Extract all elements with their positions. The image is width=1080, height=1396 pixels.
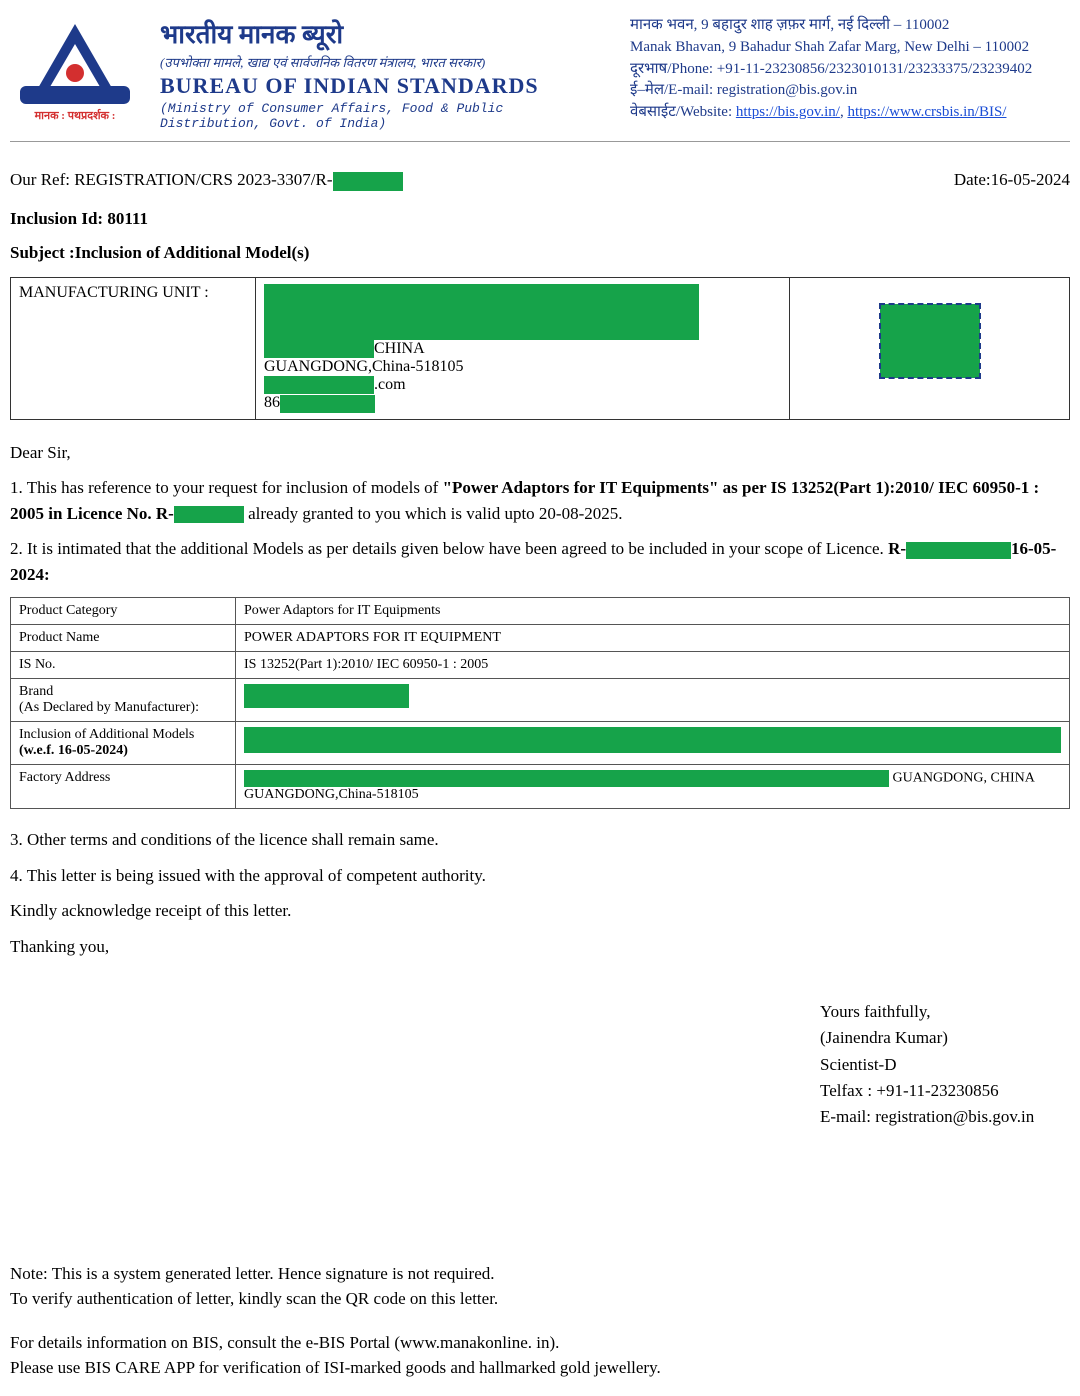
phone-label: दूरभाष/Phone: xyxy=(630,61,713,77)
redacted-mfg-phone xyxy=(280,395,375,413)
redacted-models xyxy=(244,727,1061,753)
note-4: Please use BIS CARE APP for verification… xyxy=(10,1355,1070,1381)
models-label-b: (w.e.f. 16-05-2024) xyxy=(19,743,128,758)
title-block: भारतीय मानक ब्यूरो (उपभोक्ता मामले, खाद्… xyxy=(160,15,610,131)
para-4: 4. This letter is being issued with the … xyxy=(10,863,1070,889)
date-label: Date: xyxy=(954,170,991,189)
note-2: To verify authentication of letter, kind… xyxy=(10,1286,1070,1312)
redacted-brand xyxy=(244,684,409,708)
signature-block: Yours faithfully, (Jainendra Kumar) Scie… xyxy=(820,999,1070,1131)
mfg-details: CHINA GUANGDONG,China-518105 .com 86 xyxy=(256,277,790,419)
website-link-2[interactable]: https://www.crsbis.in/BIS/ xyxy=(847,104,1006,120)
bis-logo-icon xyxy=(30,24,120,102)
row-label: IS No. xyxy=(11,652,236,679)
mfg-domain-suffix: .com xyxy=(374,376,406,393)
inclusion-id: 80111 xyxy=(107,209,148,228)
mfg-region: GUANGDONG,China-518105 xyxy=(264,358,464,375)
table-row: Factory Address GUANGDONG, CHINA GUANGDO… xyxy=(11,765,1070,809)
redacted-ref xyxy=(333,172,403,191)
para2-b-prefix: R- xyxy=(888,539,906,558)
factory-suffix: GUANGDONG, CHINA xyxy=(889,771,1035,786)
models-label-a: Inclusion of Additional Models xyxy=(19,727,194,742)
redacted-mfg-line xyxy=(264,340,374,358)
phone-value: +91-11-23230856/2323010131/23233375/2323… xyxy=(717,61,1032,77)
row-value-models xyxy=(236,722,1070,765)
sig-l2: (Jainendra Kumar) xyxy=(820,1025,1070,1051)
date-value: 16-05-2024 xyxy=(991,170,1070,189)
row-label-models: Inclusion of Additional Models (w.e.f. 1… xyxy=(11,722,236,765)
row-value-brand xyxy=(236,679,1070,722)
email-label: ई–मेल/E-mail: xyxy=(630,82,713,98)
row-label: Product Category xyxy=(11,598,236,625)
title-hindi: भारतीय मानक ब्यूरो xyxy=(160,15,610,51)
row-value-factory: GUANGDONG, CHINA GUANGDONG,China-518105 xyxy=(236,765,1070,809)
logo-caption: मानक : पथप्रदर्शक : xyxy=(30,108,120,123)
redacted-mfg-name xyxy=(264,284,699,340)
ack-line: Kindly acknowledge receipt of this lette… xyxy=(10,898,1070,924)
row-label-factory: Factory Address xyxy=(11,765,236,809)
mfg-phone-prefix: 86 xyxy=(264,394,280,411)
title-english: BUREAU OF INDIAN STANDARDS xyxy=(160,73,610,99)
row-value: Power Adaptors for IT Equipments xyxy=(236,598,1070,625)
para-1: 1. This has reference to your request fo… xyxy=(10,475,1070,526)
table-row: IS No. IS 13252(Part 1):2010/ IEC 60950-… xyxy=(11,652,1070,679)
sig-l4: Telfax : +91-11-23230856 xyxy=(820,1078,1070,1104)
email-value: registration@bis.gov.in xyxy=(717,82,857,98)
para1-c: already granted to you which is valid up… xyxy=(244,504,623,523)
website-link-1[interactable]: https://bis.gov.in/ xyxy=(736,104,840,120)
sig-l5: E-mail: registration@bis.gov.in xyxy=(820,1104,1070,1130)
separator xyxy=(10,141,1070,142)
mfg-label: MANUFACTURING UNIT : xyxy=(11,277,256,419)
note-1: Note: This is a system generated letter.… xyxy=(10,1261,1070,1287)
subject-text: Inclusion of Additional Model(s) xyxy=(75,243,310,262)
para-2: 2. It is intimated that the additional M… xyxy=(10,536,1070,587)
subject-label: Subject : xyxy=(10,243,75,262)
footer-notes: Note: This is a system generated letter.… xyxy=(10,1261,1070,1381)
row-label: Product Name xyxy=(11,625,236,652)
inclusion-label: Inclusion Id: xyxy=(10,209,103,228)
row-label-brand: Brand (As Declared by Manufacturer): xyxy=(11,679,236,722)
subtitle-hindi: (उपभोक्ता मामले, खाद्य एवं सार्वजनिक वित… xyxy=(160,53,610,71)
qr-code-icon xyxy=(880,304,980,378)
contact-block: मानक भवन, 9 बहादुर शाह ज़फ़र मार्ग, नई द… xyxy=(630,15,1070,131)
redacted-mfg-domain xyxy=(264,376,374,394)
logo-block: मानक : पथप्रदर्शक : xyxy=(10,15,140,131)
factory-line2: GUANGDONG,China-518105 xyxy=(244,787,419,802)
website-label: वेबसाईट/Website: xyxy=(630,104,732,120)
ref-date-row: Our Ref: REGISTRATION/CRS 2023-3307/R- D… xyxy=(10,170,1070,191)
manufacturing-table: MANUFACTURING UNIT : CHINA GUANGDONG,Chi… xyxy=(10,277,1070,420)
row-value: POWER ADAPTORS FOR IT EQUIPMENT xyxy=(236,625,1070,652)
salutation: Dear Sir, xyxy=(10,440,1070,466)
para-3: 3. Other terms and conditions of the lic… xyxy=(10,827,1070,853)
table-row: Product Name POWER ADAPTORS FOR IT EQUIP… xyxy=(11,625,1070,652)
table-row: Brand (As Declared by Manufacturer): xyxy=(11,679,1070,722)
redacted-para2 xyxy=(906,542,1011,559)
address-english: Manak Bhavan, 9 Bahadur Shah Zafar Marg,… xyxy=(630,37,1070,59)
address-hindi: मानक भवन, 9 बहादुर शाह ज़फ़र मार्ग, नई द… xyxy=(630,15,1070,37)
sig-l3: Scientist-D xyxy=(820,1052,1070,1078)
our-ref: Our Ref: REGISTRATION/CRS 2023-3307/R- xyxy=(10,170,333,189)
redacted-licence xyxy=(174,506,244,523)
subtitle-english: (Ministry of Consumer Affairs, Food & Pu… xyxy=(160,101,610,131)
thanks-line: Thanking you, xyxy=(10,934,1070,960)
para1-a: 1. This has reference to your request fo… xyxy=(10,478,443,497)
row-value: IS 13252(Part 1):2010/ IEC 60950-1 : 200… xyxy=(236,652,1070,679)
details-table: Product Category Power Adaptors for IT E… xyxy=(10,597,1070,809)
mfg-country: CHINA xyxy=(374,340,425,357)
table-row: Product Category Power Adaptors for IT E… xyxy=(11,598,1070,625)
letterhead: मानक : पथप्रदर्शक : भारतीय मानक ब्यूरो (… xyxy=(10,15,1070,131)
note-3: For details information on BIS, consult … xyxy=(10,1330,1070,1356)
table-row: Inclusion of Additional Models (w.e.f. 1… xyxy=(11,722,1070,765)
redacted-factory xyxy=(244,770,889,787)
sig-l1: Yours faithfully, xyxy=(820,999,1070,1025)
para2-a: 2. It is intimated that the additional M… xyxy=(10,539,888,558)
qr-cell xyxy=(790,277,1070,419)
